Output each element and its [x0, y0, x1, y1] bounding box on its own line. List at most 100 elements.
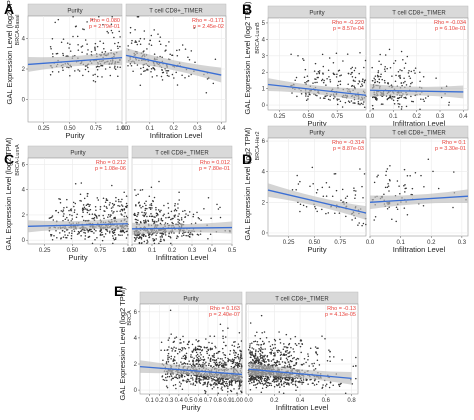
data-point [230, 383, 233, 386]
data-point [248, 375, 251, 377]
data-point [148, 215, 151, 217]
data-point [135, 218, 138, 221]
data-point [277, 377, 279, 379]
data-point [384, 70, 386, 72]
data-point [104, 51, 107, 53]
data-point [230, 360, 232, 363]
data-point [178, 376, 181, 379]
data-point [142, 66, 145, 69]
data-point [144, 207, 147, 210]
data-point [153, 221, 155, 223]
data-point [376, 80, 379, 83]
x-axis-title: Purity [307, 245, 326, 254]
data-point [300, 92, 303, 95]
data-point [279, 358, 282, 361]
data-point [145, 204, 147, 207]
data-point [350, 100, 353, 102]
data-point [253, 361, 255, 364]
data-point [65, 229, 68, 231]
data-point [321, 53, 324, 56]
data-point [137, 16, 140, 18]
data-point [180, 342, 182, 344]
data-point [84, 39, 87, 41]
data-point [135, 41, 138, 43]
data-point [173, 362, 175, 365]
data-point [305, 206, 308, 208]
data-point [397, 103, 399, 105]
data-point [98, 16, 100, 18]
data-point [182, 221, 185, 223]
data-point [234, 340, 236, 343]
y-tick-label: 1 [262, 87, 266, 93]
data-point [112, 242, 114, 245]
data-point [250, 376, 253, 378]
data-point [119, 210, 121, 212]
data-point [127, 234, 129, 236]
data-point [136, 215, 138, 218]
data-point [393, 62, 395, 65]
data-point [189, 356, 192, 358]
data-point [214, 345, 216, 348]
panel-letter: B [242, 1, 252, 17]
data-point [180, 361, 182, 363]
data-point [255, 361, 258, 363]
x-tick-label: 0.25 [38, 126, 50, 132]
data-point [80, 229, 83, 232]
data-point [283, 381, 285, 383]
data-point [86, 43, 88, 45]
data-point [177, 203, 179, 205]
data-point [201, 358, 203, 361]
data-point [174, 202, 176, 205]
data-point [171, 221, 173, 224]
data-point [359, 103, 361, 106]
data-point [161, 236, 163, 238]
data-point [104, 68, 107, 70]
data-point [209, 360, 212, 362]
data-point [405, 84, 408, 86]
x-tick-label: 0.0 [128, 248, 137, 254]
data-point [69, 213, 71, 216]
data-point [227, 391, 229, 393]
data-point [304, 81, 306, 84]
data-point [71, 232, 73, 234]
data-point [52, 219, 55, 221]
data-point [48, 217, 51, 219]
data-point [204, 363, 206, 365]
data-point [398, 103, 401, 105]
data-point [318, 364, 321, 366]
regression-line [267, 83, 367, 96]
data-point [217, 357, 219, 360]
data-point [328, 186, 331, 188]
data-point [134, 41, 136, 43]
data-point [86, 203, 89, 206]
data-point [274, 343, 276, 346]
data-point [178, 49, 181, 51]
data-point [305, 361, 307, 364]
data-point [142, 214, 144, 217]
data-point [211, 380, 213, 382]
data-point [87, 49, 89, 51]
data-point [228, 383, 231, 385]
data-point [384, 66, 386, 68]
data-point [67, 234, 69, 237]
data-point [88, 209, 90, 212]
data-point [171, 377, 174, 380]
subtype-label: BRCA-LumA [15, 144, 21, 176]
plot-area [369, 137, 469, 237]
data-point [141, 211, 143, 214]
data-point [255, 379, 258, 382]
data-point [91, 230, 93, 233]
data-point [251, 381, 253, 384]
data-point [118, 200, 120, 203]
data-point [213, 378, 215, 381]
data-point [405, 105, 408, 108]
data-point [176, 54, 179, 57]
data-point [134, 234, 137, 236]
data-point [277, 351, 279, 353]
data-point [70, 234, 73, 237]
data-point [321, 208, 323, 211]
data-point [250, 356, 252, 359]
data-point [278, 361, 280, 363]
